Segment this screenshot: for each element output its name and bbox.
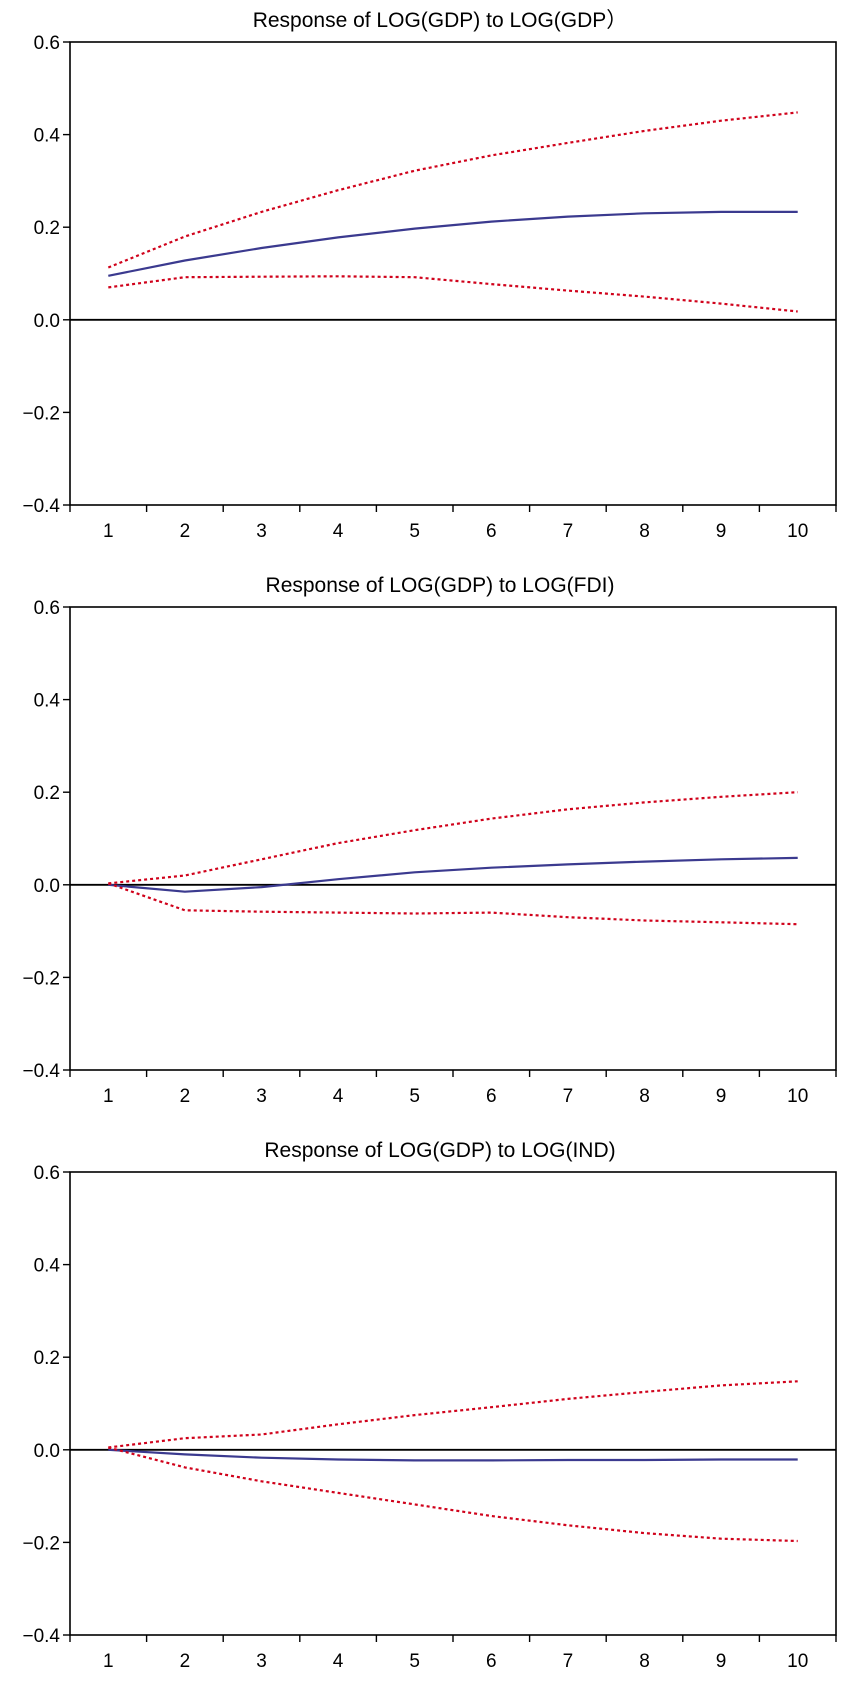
x-tick-label: 10	[787, 1086, 808, 1107]
x-tick-label: 5	[409, 521, 420, 542]
upper-band-line	[108, 1380, 798, 1449]
x-tick-label: 2	[180, 1086, 191, 1107]
x-tick-label: 3	[256, 1651, 267, 1672]
x-tick-label: 5	[409, 1651, 420, 1672]
chart-panel-3: Response of LOG(GDP) to LOG(IND) −0.4 −0.…	[0, 1130, 845, 1700]
x-tick-label: 7	[563, 1651, 574, 1672]
response-line	[108, 1448, 798, 1462]
plot-frame	[69, 1171, 837, 1636]
upper-band-line	[107, 111, 798, 269]
x-tick-label: 7	[563, 1086, 574, 1107]
x-tick-label: 4	[333, 521, 344, 542]
chart-panel-2: Response of LOG(GDP) to LOG(FDI) −0.4 −0.…	[0, 565, 845, 1130]
chart-gdp-to-gdp: Response of LOG(GDP) to LOG(GDP） −0.4 −0.…	[22, 9, 837, 542]
upper-band-line	[108, 791, 798, 885]
y-tick-label: 0.0	[34, 876, 60, 897]
lower-band-line	[108, 275, 798, 313]
y-tick-label: 0.2	[34, 1348, 60, 1369]
x-tick-label: 8	[639, 1086, 650, 1107]
x-tick-label: 4	[333, 1086, 344, 1107]
x-tick-label: 4	[333, 1651, 344, 1672]
lower-band-line	[108, 1446, 798, 1543]
response-line	[108, 210, 798, 277]
x-tick-label: 10	[787, 521, 808, 542]
y-tick-label: −0.2	[22, 968, 60, 989]
x-tick-label: 6	[486, 1651, 497, 1672]
x-tick-label: 9	[716, 1086, 727, 1107]
y-tick-label: 0.4	[34, 126, 61, 147]
y-tick-label: −0.2	[22, 403, 60, 424]
chart-panel-1: Response of LOG(GDP) to LOG(GDP） −0.4 −0.…	[0, 0, 845, 565]
x-tick-label: 6	[486, 1086, 497, 1107]
y-tick-label: −0.4	[22, 1061, 60, 1082]
x-tick-label: 6	[486, 521, 497, 542]
x-tick-label: 10	[787, 1651, 808, 1672]
y-tick-label: 0.6	[34, 1163, 60, 1184]
y-tick-label: 0.6	[34, 33, 60, 54]
response-line	[108, 856, 798, 893]
y-tick-label: 0.4	[34, 1256, 61, 1277]
chart-title: Response of LOG(GDP) to LOG(FDI)	[266, 574, 615, 597]
x-tick-label: 2	[180, 521, 191, 542]
x-tick-label: 7	[563, 521, 574, 542]
chart-gdp-to-ind: Response of LOG(GDP) to LOG(IND) −0.4 −0.…	[22, 1139, 837, 1672]
y-tick-label: −0.4	[22, 1626, 60, 1647]
x-tick-label: 1	[103, 1651, 114, 1672]
plot-frame	[69, 606, 837, 1071]
x-tick-label: 3	[256, 521, 267, 542]
y-tick-label: 0.6	[34, 598, 60, 619]
x-tick-label: 9	[716, 1651, 727, 1672]
x-tick-label: 3	[256, 1086, 267, 1107]
x-tick-label: 1	[103, 521, 114, 542]
y-tick-label: −0.2	[22, 1533, 60, 1554]
chart-gdp-to-fdi: Response of LOG(GDP) to LOG(FDI) −0.4 −0.…	[22, 574, 837, 1107]
y-tick-label: 0.2	[34, 783, 60, 804]
chart-title: Response of LOG(GDP) to LOG(GDP）	[253, 9, 628, 32]
chart-title: Response of LOG(GDP) to LOG(IND)	[264, 1139, 615, 1162]
y-tick-label: 0.2	[34, 218, 60, 239]
x-tick-label: 2	[180, 1651, 191, 1672]
lower-band-line	[107, 882, 798, 926]
x-tick-label: 8	[639, 521, 650, 542]
y-tick-label: −0.4	[22, 496, 60, 517]
y-tick-label: 0.4	[34, 691, 61, 712]
y-tick-label: 0.0	[34, 311, 60, 332]
x-tick-label: 5	[409, 1086, 420, 1107]
x-tick-label: 8	[639, 1651, 650, 1672]
y-tick-label: 0.0	[34, 1441, 60, 1462]
x-tick-label: 1	[103, 1086, 114, 1107]
plot-frame	[69, 41, 837, 506]
x-tick-label: 9	[716, 521, 727, 542]
